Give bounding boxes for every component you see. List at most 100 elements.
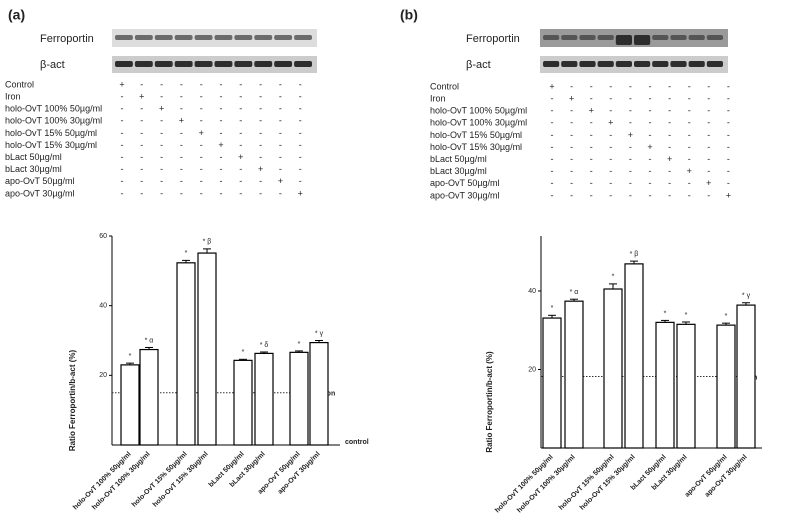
table-cell: - bbox=[121, 128, 124, 138]
treatment-label: apo-OvT 50µg/ml bbox=[430, 178, 500, 188]
band bbox=[561, 61, 578, 67]
band bbox=[254, 35, 273, 40]
table-cell: - bbox=[279, 164, 282, 174]
table-cell: - bbox=[299, 91, 302, 101]
table-cell: - bbox=[570, 154, 573, 164]
band bbox=[670, 61, 687, 67]
bar bbox=[542, 317, 562, 449]
table-cell: - bbox=[590, 154, 593, 164]
table-cell: - bbox=[140, 176, 143, 186]
table-cell: - bbox=[727, 154, 730, 164]
band bbox=[194, 35, 213, 40]
table-cell: - bbox=[727, 142, 730, 152]
table-cell: - bbox=[629, 118, 632, 128]
treatment-label: holo-OvT 15% 30µg/ml bbox=[430, 142, 522, 152]
band bbox=[597, 35, 614, 40]
annotation: * bbox=[242, 349, 245, 356]
table-cell: - bbox=[180, 128, 183, 138]
band bbox=[294, 61, 312, 67]
y-tick-label: 40 bbox=[528, 288, 536, 295]
table-cell: - bbox=[259, 116, 262, 126]
table-cell: - bbox=[121, 104, 124, 114]
band bbox=[561, 35, 578, 40]
table-cell: + bbox=[628, 130, 633, 140]
table-cell: - bbox=[727, 166, 730, 176]
treatment-label: bLact 30µg/ml bbox=[5, 164, 62, 174]
table-cell: - bbox=[551, 178, 554, 188]
table-cell: - bbox=[121, 188, 124, 198]
y-tick-label: 40 bbox=[99, 303, 107, 310]
table-cell: - bbox=[279, 91, 282, 101]
table-cell: - bbox=[239, 116, 242, 126]
table-cell: - bbox=[200, 152, 203, 162]
table-cell: - bbox=[609, 93, 612, 103]
table-cell: - bbox=[727, 106, 730, 116]
table-cell: - bbox=[609, 190, 612, 200]
band bbox=[579, 61, 596, 67]
table-cell: + bbox=[726, 190, 731, 200]
table-cell: - bbox=[551, 142, 554, 152]
table-cell: - bbox=[259, 128, 262, 138]
table-cell: - bbox=[590, 93, 593, 103]
annotation: * bbox=[298, 341, 301, 348]
table-cell: - bbox=[299, 176, 302, 186]
table-cell: - bbox=[629, 190, 632, 200]
table-cell: - bbox=[180, 91, 183, 101]
table-cell: - bbox=[160, 116, 163, 126]
table-cell: - bbox=[668, 81, 671, 91]
band bbox=[579, 35, 596, 40]
bar bbox=[736, 304, 756, 449]
table-cell: - bbox=[707, 142, 710, 152]
table-cell: - bbox=[200, 188, 203, 198]
table-cell: - bbox=[180, 188, 183, 198]
band bbox=[634, 35, 651, 45]
table-cell: - bbox=[688, 118, 691, 128]
table-cell: + bbox=[159, 104, 164, 114]
table-cell: - bbox=[160, 91, 163, 101]
annotation: * γ bbox=[742, 293, 751, 300]
band bbox=[634, 61, 651, 67]
table-cell: + bbox=[589, 106, 594, 116]
y-axis-label: Ratio Ferroportin/b-act (%) bbox=[485, 351, 494, 453]
treatment-label: holo-OvT 15% 50µg/ml bbox=[430, 130, 522, 140]
table-cell: - bbox=[200, 164, 203, 174]
reference-label: Iron bbox=[322, 391, 335, 398]
table-cell: - bbox=[220, 79, 223, 89]
treatment-label: holo-OvT 100% 30µg/ml bbox=[5, 116, 102, 126]
table-cell: - bbox=[688, 81, 691, 91]
annotation: * bbox=[664, 310, 667, 317]
baseline-label: control bbox=[345, 439, 369, 446]
table-cell: - bbox=[239, 140, 242, 150]
table-cell: - bbox=[140, 116, 143, 126]
table-cell: + bbox=[667, 154, 672, 164]
annotation: * γ bbox=[315, 330, 324, 337]
treatment-label: Control bbox=[5, 79, 34, 89]
table-cell: - bbox=[649, 166, 652, 176]
table-cell: - bbox=[220, 128, 223, 138]
band bbox=[115, 61, 133, 67]
table-cell: - bbox=[140, 140, 143, 150]
table-cell: - bbox=[160, 140, 163, 150]
y-axis-label: Ratio Ferroportin/b-act (%) bbox=[68, 350, 77, 452]
treatment-label: Iron bbox=[5, 91, 21, 101]
table-cell: - bbox=[140, 164, 143, 174]
table-cell: - bbox=[707, 106, 710, 116]
table-cell: - bbox=[279, 128, 282, 138]
table-cell: - bbox=[707, 130, 710, 140]
band bbox=[597, 61, 614, 67]
treatment-label: Control bbox=[430, 81, 459, 91]
table-cell: - bbox=[629, 166, 632, 176]
table-cell: - bbox=[259, 79, 262, 89]
table-cell: - bbox=[590, 166, 593, 176]
table-cell: - bbox=[121, 152, 124, 162]
table-cell: - bbox=[609, 178, 612, 188]
band bbox=[154, 61, 173, 67]
table-cell: - bbox=[668, 142, 671, 152]
table-cell: - bbox=[551, 106, 554, 116]
table-cell: - bbox=[200, 104, 203, 114]
table-cell: - bbox=[668, 93, 671, 103]
table-cell: - bbox=[239, 176, 242, 186]
table-cell: - bbox=[551, 154, 554, 164]
treatment-label: holo-OvT 15% 30µg/ml bbox=[5, 140, 97, 150]
annotation: * bbox=[685, 312, 688, 319]
